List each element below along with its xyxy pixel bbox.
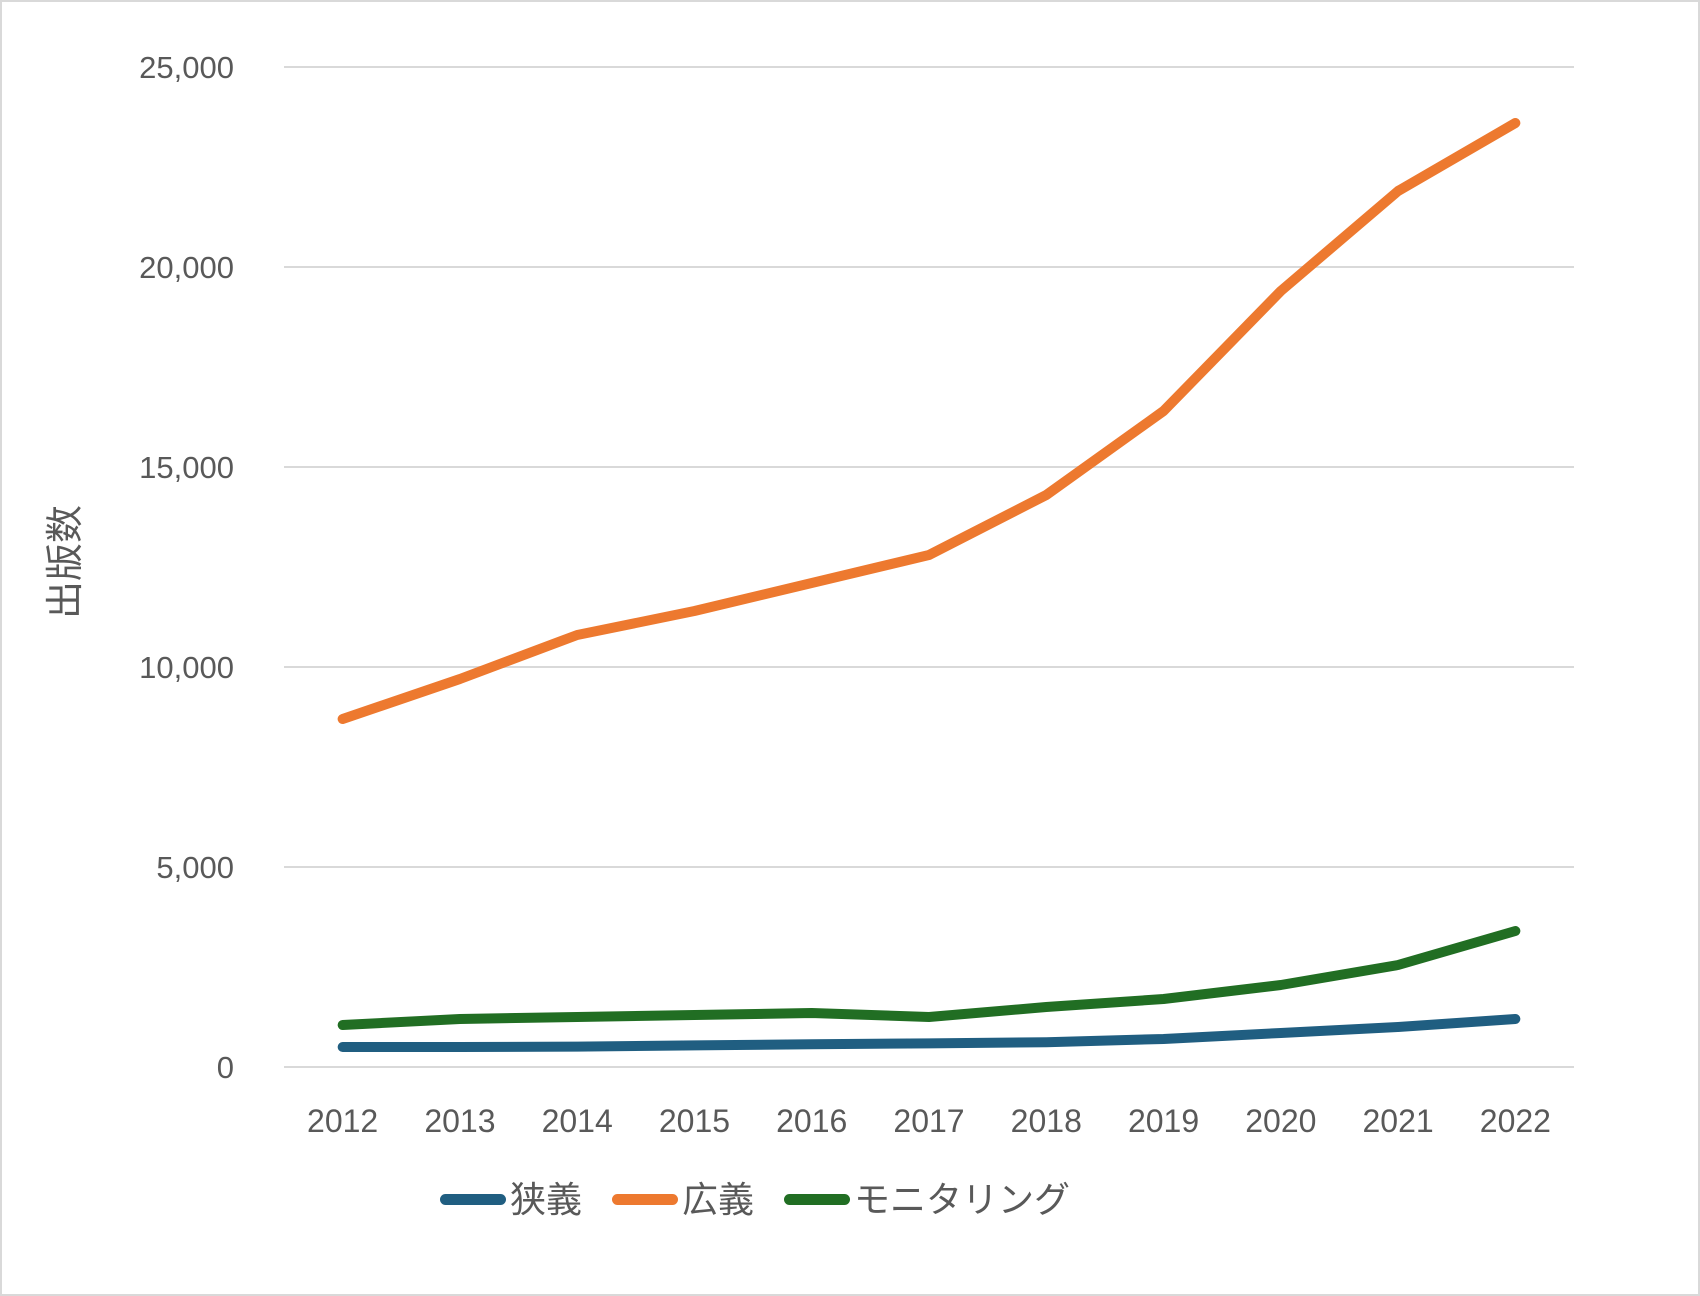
- x-tick-label: 2018: [1011, 1103, 1082, 1139]
- y-axis-title: 出版数: [45, 505, 87, 619]
- legend-item-kogi: 広義: [612, 1180, 754, 1220]
- x-tick-label: 2013: [424, 1103, 495, 1139]
- x-tick-label: 2014: [542, 1103, 613, 1139]
- legend-swatch-icon: [784, 1194, 851, 1206]
- x-tick-label: 2012: [307, 1103, 378, 1139]
- series-line-2: [337, 926, 1521, 1030]
- x-tick-label: 2017: [893, 1103, 964, 1139]
- legend-label: モニタリング: [854, 1179, 1071, 1220]
- x-tick-label: 2016: [776, 1103, 847, 1139]
- y-tick-label: 20,000: [139, 250, 234, 285]
- y-tick-label: 25,000: [139, 50, 234, 85]
- y-tick-label: 15,000: [139, 450, 234, 485]
- x-tick-label: 2022: [1480, 1103, 1551, 1139]
- legend-item-kyogi: 狭義: [440, 1180, 582, 1220]
- x-tick-label: 2015: [659, 1103, 730, 1139]
- x-tick-label: 2020: [1245, 1103, 1316, 1139]
- legend: 狭義 広義 モニタリング: [440, 1180, 1070, 1220]
- x-tick-label: 2021: [1362, 1103, 1433, 1139]
- series-line-1: [337, 118, 1521, 724]
- series-line-0: [337, 1014, 1521, 1052]
- y-tick-label: 5,000: [156, 850, 234, 885]
- y-tick-label: 0: [217, 1050, 234, 1085]
- data-series-lines: [337, 118, 1521, 1052]
- gridlines: [284, 66, 1574, 1068]
- y-tick-label: 10,000: [139, 650, 234, 685]
- x-axis-tick-labels: 2012 2013 2014 2015 2016 2017 2018 2019 2020 2021…: [307, 1103, 1551, 1139]
- x-tick-label: 2019: [1128, 1103, 1199, 1139]
- legend-label: 狭義: [510, 1179, 583, 1220]
- legend-swatch-icon: [440, 1194, 506, 1206]
- legend-item-monitoring: モニタリング: [784, 1180, 1070, 1220]
- y-axis-tick-labels: 0 5,000 10,000 15,000 20,000 25,000: [139, 50, 234, 1085]
- legend-swatch-icon: [612, 1194, 679, 1206]
- legend-label: 広義: [682, 1179, 755, 1220]
